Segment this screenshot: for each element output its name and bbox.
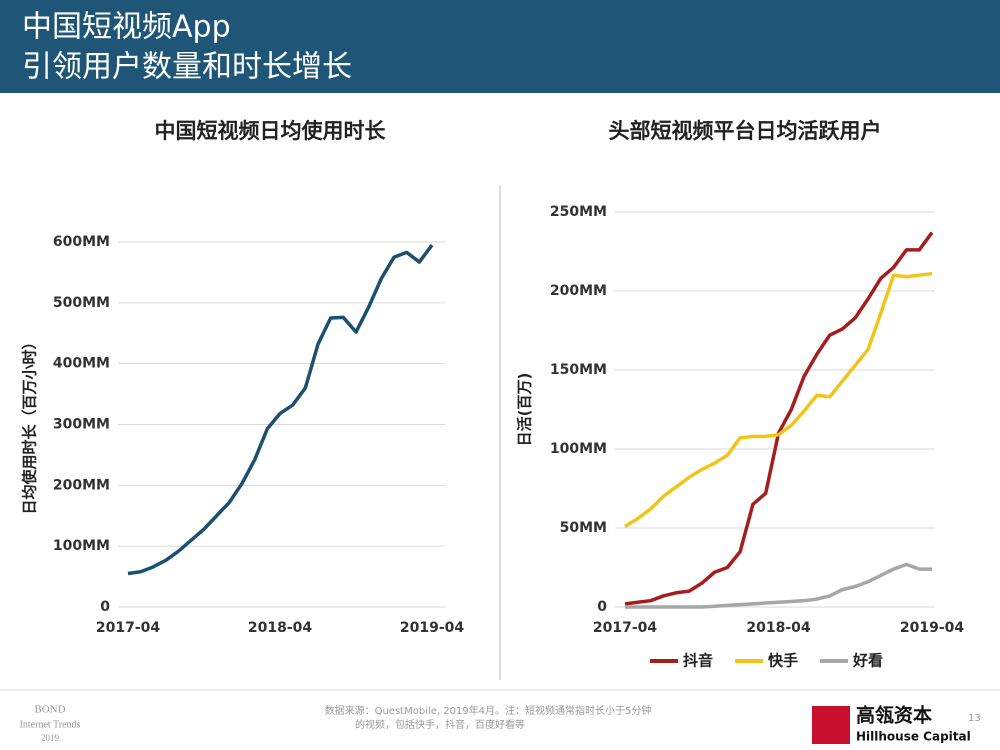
source-note: 数据来源：QuestMobile, 2019年4月。注：短视频通常指时长小于5分… (325, 704, 652, 717)
x-tick-label: 2018-04 (746, 620, 811, 636)
y-axis-label: 日均使用时长（百万小时） (21, 334, 39, 514)
y-tick-label: 0 (100, 599, 110, 615)
y-tick-label: 150MM (550, 362, 607, 378)
y-tick-label: 50MM (560, 520, 607, 536)
y-tick-label: 0 (597, 599, 607, 615)
x-tick-label: 2019-04 (900, 620, 965, 636)
y-tick-label: 100MM (53, 538, 110, 554)
y-tick-label: 400MM (53, 356, 110, 372)
data-line (625, 562, 932, 609)
brand: BOND (34, 704, 65, 716)
y-tick-label: 100MM (550, 441, 607, 457)
header-title: 中国短视频App (22, 10, 231, 45)
legend-label: 抖音 (683, 652, 713, 670)
data-line (624, 271, 933, 528)
x-tick-label: 2017-04 (593, 620, 658, 636)
y-tick-label: 300MM (53, 417, 110, 433)
legend-label: 好看 (852, 652, 883, 670)
logo-cn: 高瓴资本 (856, 704, 932, 727)
data-line (127, 243, 434, 576)
y-tick-label: 250MM (550, 204, 607, 220)
legend-label: 快手 (768, 652, 798, 670)
x-tick-label: 2018-04 (248, 620, 313, 636)
y-tick-label: 500MM (53, 295, 110, 311)
y-axis-label: 日活(百万) (516, 373, 534, 447)
page-number: 13 (968, 713, 981, 724)
source-note: 的视频，包括快手，抖音，百度好看等 (355, 718, 525, 731)
header-band (0, 0, 1000, 93)
brand: 2019 (41, 733, 60, 743)
header-title: 引领用户数量和时长增长 (22, 50, 352, 85)
logo-en: Hillhouse Capital (856, 730, 971, 744)
x-tick-label: 2019-04 (400, 620, 465, 636)
chart-title: 头部短视频平台日均活跃用户 (609, 119, 882, 143)
brand: Internet Trends (20, 719, 81, 730)
chart-title: 中国短视频日均使用时长 (155, 119, 387, 143)
logo-mark (812, 706, 850, 744)
x-tick-label: 2017-04 (96, 620, 161, 636)
y-tick-label: 200MM (53, 477, 110, 493)
y-tick-label: 600MM (53, 234, 110, 250)
y-tick-label: 200MM (550, 283, 607, 299)
